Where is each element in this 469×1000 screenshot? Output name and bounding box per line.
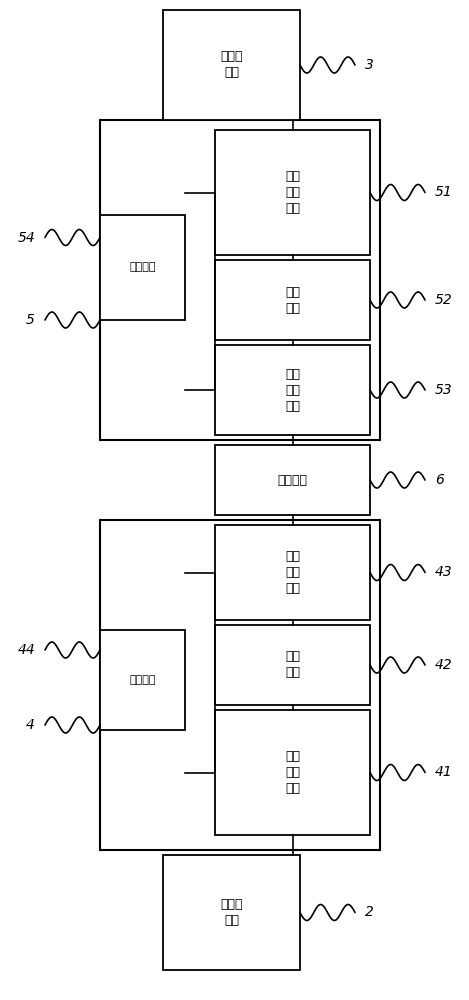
Bar	[215, 130, 370, 255]
Text: 44: 44	[17, 643, 35, 657]
Bar	[100, 630, 185, 730]
Text: 回授单元: 回授单元	[129, 675, 156, 685]
Text: 中央
处理
单元: 中央 处理 单元	[285, 550, 300, 595]
Text: 传输接口: 传输接口	[278, 474, 308, 487]
Text: 43: 43	[435, 566, 453, 580]
Bar	[215, 445, 370, 515]
Bar	[100, 520, 380, 850]
Text: 41: 41	[435, 766, 453, 780]
Text: 前传动
组件: 前传动 组件	[220, 898, 243, 927]
Bar	[215, 525, 370, 620]
Text: 功率
放大
单元: 功率 放大 单元	[285, 170, 300, 215]
Text: 回授单元: 回授单元	[129, 262, 156, 272]
Text: 驱动
单元: 驱动 单元	[285, 650, 300, 680]
Text: 3: 3	[365, 58, 374, 72]
Bar	[215, 345, 370, 435]
Text: 4: 4	[26, 718, 35, 732]
Bar	[100, 215, 185, 320]
Text: 5: 5	[26, 313, 35, 327]
Text: 42: 42	[435, 658, 453, 672]
Bar	[163, 10, 300, 120]
Text: 功率
放大
单元: 功率 放大 单元	[285, 750, 300, 795]
Text: 驱动
单元: 驱动 单元	[285, 286, 300, 314]
Bar	[215, 260, 370, 340]
Text: 中央
处理
单元: 中央 处理 单元	[285, 367, 300, 412]
Text: 53: 53	[435, 383, 453, 397]
Text: 51: 51	[435, 186, 453, 200]
Bar	[163, 855, 300, 970]
Bar	[100, 120, 380, 440]
Bar	[215, 625, 370, 705]
Bar	[215, 710, 370, 835]
Text: 54: 54	[17, 231, 35, 244]
Text: 6: 6	[435, 473, 444, 487]
Text: 2: 2	[365, 906, 374, 920]
Text: 52: 52	[435, 293, 453, 307]
Text: 后传动
组件: 后传动 组件	[220, 50, 243, 80]
